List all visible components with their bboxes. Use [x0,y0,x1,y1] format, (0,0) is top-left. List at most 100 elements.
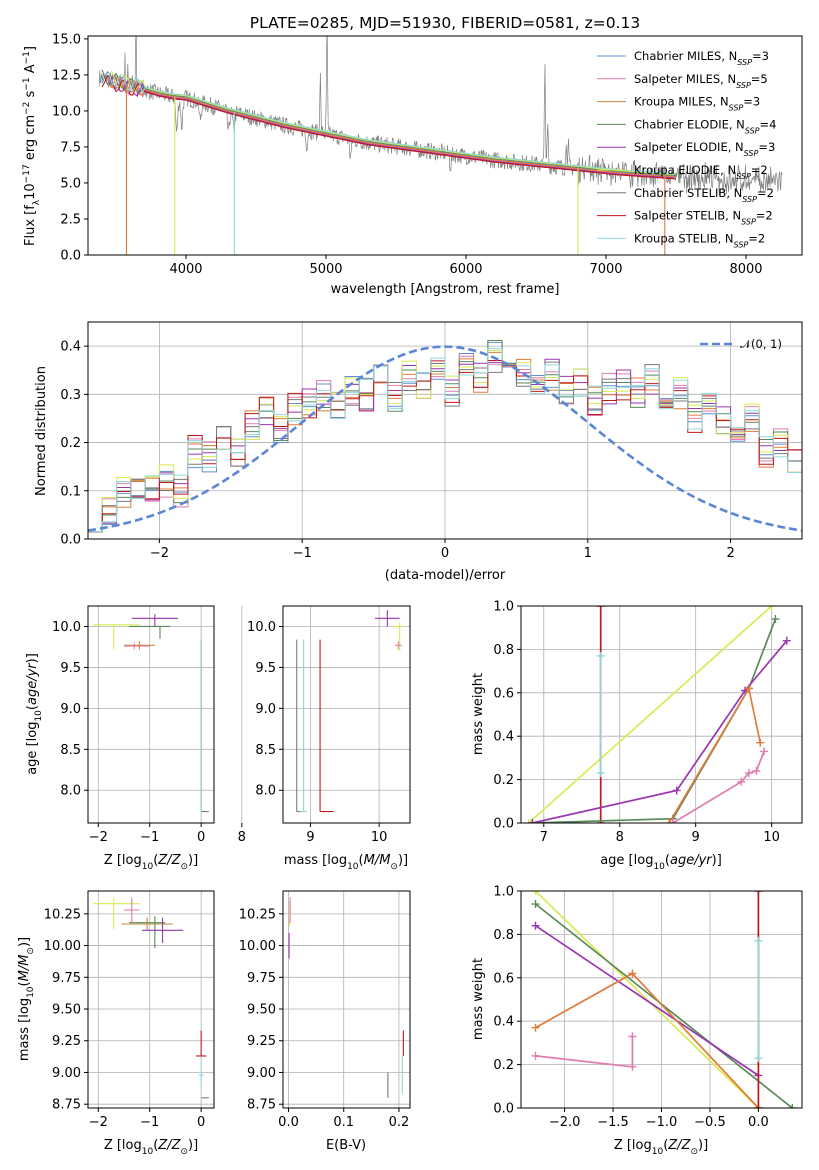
weight-marker [628,1032,637,1041]
x-tick-label: 0 [197,1115,205,1130]
plot-area [88,340,802,533]
x-tick-label: 9 [306,830,314,845]
x-tick-label: −1 [140,830,159,845]
y-tick-label: 8.5 [60,743,81,758]
weight-marker [531,1051,540,1060]
x-tick-label: 2 [726,546,734,561]
legend-label: Salpeter STELIB, NSSP=2 [634,209,773,227]
weight-marker [754,1104,763,1108]
weight-marker [628,1062,637,1071]
plot-area [531,891,797,1108]
weight-vs-age-panel: 7 8 9 10 0.0 0.2 0.4 0.6 0.8 1.0 age [log10(age/yr… [471,600,803,872]
x-tick-label: 8000 [729,262,762,277]
legend-label: 𝒩(0, 1) [740,337,782,351]
x-tick-label: −1 [293,546,312,561]
plot-area [524,606,791,823]
axes-frame [282,605,411,824]
weight-marker [754,936,763,945]
age-vs-metallicity-panel: −2 −1 0 8.0 8.5 9.0 9.5 10.0 Z [log10(Z/Z⊙)] age … [25,605,215,872]
x-axis-label: Z [log10(Z/Z⊙)] [614,1138,708,1157]
residuals-panel: −2 −1 0 1 2 0.0 0.1 0.2 0.3 0.4 𝒩(0, 1) (data-model… [34,321,803,583]
weight-marker [767,606,776,610]
weight-marker [531,921,540,930]
weight-line-kroupa-elodie [534,891,759,1108]
y-axis-label: age [log10(age/yr)] [25,653,44,775]
y-tick-label: 10.25 [44,907,81,922]
model-line-chabrier-elodie [101,69,677,176]
x-tick-label: −2 [89,830,108,845]
weight-marker [760,747,769,756]
x-tick-label: −1.0 [646,1115,678,1130]
weight-vs-metallicity-panel: −2.0 −1.5 −1.0 −0.5 0.0 0.0 0.2 0.4 0.6 0.8 1.0 Z [… [471,885,803,1157]
weight-marker [665,819,674,823]
weight-marker [531,1023,540,1032]
x-tick-label: 0.0 [748,1115,769,1130]
weight-marker [596,606,605,610]
y-tick-label: 9.50 [52,1003,81,1018]
mass-vs-metallicity-panel: −2 −1 0 8.75 9.00 9.25 9.50 9.75 10.00 10.25 Z [lo… [17,890,215,1157]
weight-marker [628,969,637,978]
y-tick-label: 9.00 [247,1066,276,1081]
weight-marker [528,819,537,823]
weight-line-salpeter-elodie [535,924,759,1077]
y-tick-label: 0.4 [493,730,514,745]
y-axis-label: Flux [fλ10−17 erg cm−2 s−1 A−1] [22,46,42,246]
y-tick-label: 0.2 [60,436,81,451]
y-tick-label: 10.25 [239,907,276,922]
weight-marker [788,1104,797,1108]
weight-marker [531,891,540,895]
x-axis-label: age [log10(age/yr)] [600,853,722,872]
x-tick-label: 8 [238,830,246,845]
histogram-chabrier-miles [88,341,802,533]
weight-marker [744,684,753,693]
y-tick-label: 0.4 [493,1015,514,1030]
y-tick-label: 12.5 [52,68,81,83]
y-axis-label: mass [log10(M/M⊙)] [17,937,36,1061]
y-tick-label: 0.8 [493,928,514,943]
weight-line-salpeter-miles [672,751,765,823]
x-tick-label: 9 [692,830,700,845]
weight-marker [754,891,763,895]
y-tick-label: 10.00 [239,939,276,954]
weight-marker [752,766,761,775]
y-axis-label: mass weight [471,673,486,755]
y-tick-label: 9.75 [52,971,81,986]
model-line-salpeter-miles [108,76,675,178]
y-tick-label: 0.8 [493,643,514,658]
x-tick-label: 8 [616,830,624,845]
weight-line-salpeter-miles [535,1036,634,1068]
y-tick-label: 1.0 [493,885,514,900]
legend-label: Kroupa MILES, NSSP=3 [634,95,760,113]
y-tick-label: 9.75 [247,971,276,986]
x-tick-label: 0 [197,830,205,845]
y-tick-label: 9.25 [52,1034,81,1049]
model-line-chabrier-miles [101,70,677,177]
y-tick-label: 0.1 [60,484,81,499]
weight-marker [782,636,791,645]
y-tick-label: 10.0 [52,104,81,119]
x-tick-label: −1 [140,1115,159,1130]
weight-marker [596,651,605,660]
x-axis-label: Z [log10(Z/Z⊙)] [104,853,198,872]
x-tick-label: 4000 [169,262,202,277]
y-tick-label: 9.5 [255,661,276,676]
histogram-kroupa-stelib [88,348,802,533]
legend-label: Kroupa ELODIE, NSSP=2 [634,163,768,181]
y-tick-label: 8.75 [247,1098,276,1113]
axes-frame [87,35,803,256]
weight-marker [672,786,681,795]
x-axis-label: E(B-V) [326,1138,366,1153]
legend: Chabrier MILES, NSSP=3 Salpeter MILES, NS… [597,49,776,249]
model-line-kroupa-elodie [108,70,675,176]
y-tick-label: 15.0 [52,32,81,47]
y-tick-label: 9.0 [255,702,276,717]
y-tick-label: 0.3 [60,388,81,403]
weight-marker [756,738,765,747]
axes-frame [87,890,215,1109]
y-tick-label: 10.0 [52,620,81,635]
legend-label: Salpeter ELODIE, NSSP=3 [634,140,775,158]
plot-area [93,897,209,1099]
weight-line-kroupa-miles [535,972,760,1108]
axes-frame [520,605,803,824]
mass-vs-extinction-panel: 0.0 0.1 0.2 8.75 9.00 9.25 9.50 9.75 10.00 10.25 E… [239,890,411,1153]
